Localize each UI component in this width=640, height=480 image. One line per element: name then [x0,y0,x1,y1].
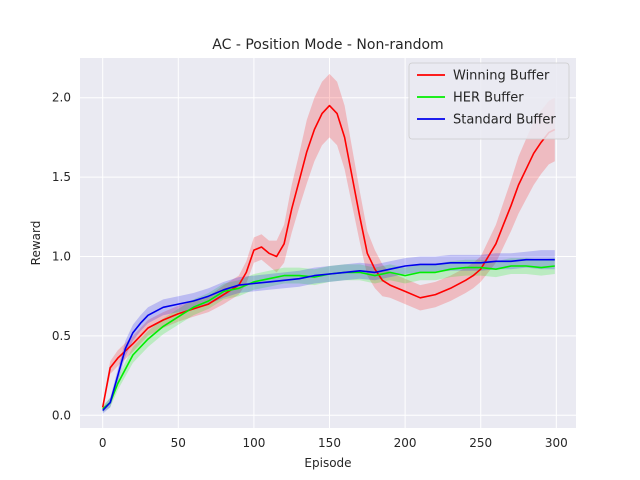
x-tick-label: 0 [99,436,107,450]
x-tick-label: 50 [171,436,186,450]
series-band-2 [102,250,555,414]
y-tick-labels: 0.0 0.5 1.0 1.5 2.0 [52,91,71,423]
legend-label-0: Winning Buffer [453,69,550,84]
x-axis-label: Episode [304,456,351,470]
chart-title: AC - Position Mode - Non-random [212,37,443,53]
legend-box [408,62,570,140]
x-tick-label: 200 [394,436,417,450]
legend-label-1: HER Buffer [453,91,524,106]
y-tick-label: 1.0 [52,249,71,263]
x-tick-labels: 0 50 100 150 200 250 300 [99,436,568,450]
x-tick-label: 100 [242,436,265,450]
x-tick-label: 300 [545,436,568,450]
y-tick-label: 2.0 [52,91,71,105]
y-tick-label: 0.5 [52,329,71,343]
legend-label-2: Standard Buffer [453,113,556,128]
x-tick-label: 250 [469,436,492,450]
series-line-2 [102,258,555,412]
x-tick-label: 150 [318,436,341,450]
series-line-0 [101,104,556,408]
series-lines [101,104,556,412]
y-tick-label: 1.5 [52,170,71,184]
y-axis-label: Reward [29,221,43,266]
y-tick-label: 0.0 [52,408,71,422]
legend: Winning Buffer HER Buffer Standard Buffer [408,62,570,140]
